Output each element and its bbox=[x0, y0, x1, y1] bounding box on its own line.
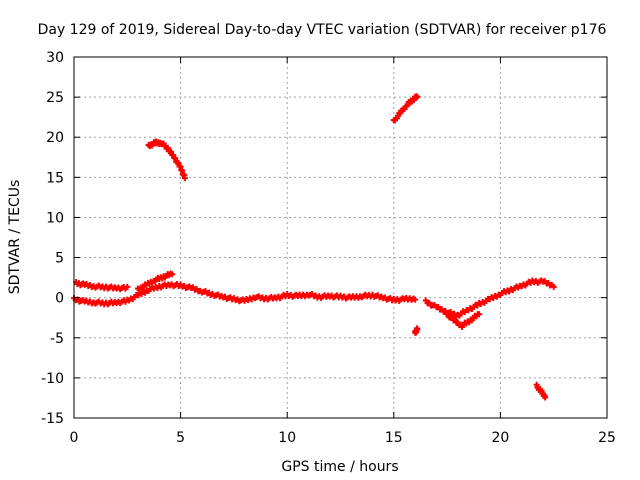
y-axis-label: SDTVAR / TECUs bbox=[7, 180, 23, 295]
x-tick-label: 20 bbox=[491, 430, 509, 446]
series-rise-near-4h bbox=[134, 270, 176, 293]
y-tick-label: -10 bbox=[41, 371, 64, 387]
series-arc-near-4h bbox=[145, 138, 188, 182]
chart-title: Day 129 of 2019, Sidereal Day-to-day VTE… bbox=[38, 22, 607, 38]
data-point bbox=[164, 144, 171, 151]
y-tick-label: 25 bbox=[46, 90, 64, 106]
y-tick-label: 15 bbox=[46, 170, 64, 186]
data-point bbox=[412, 296, 419, 303]
grid-layer bbox=[74, 57, 607, 418]
plot-frame bbox=[73, 56, 608, 419]
y-tick-label: 10 bbox=[46, 210, 64, 226]
data-point bbox=[124, 283, 131, 290]
series-main-band bbox=[71, 281, 419, 308]
data-point bbox=[172, 155, 179, 162]
y-tick-label: -15 bbox=[41, 411, 64, 427]
data-point bbox=[414, 325, 421, 332]
y-tick-label: 0 bbox=[55, 291, 64, 307]
x-tick-label: 0 bbox=[70, 430, 79, 446]
data-point bbox=[169, 271, 176, 278]
y-tick-label: 5 bbox=[55, 251, 64, 267]
series-upper-band-early bbox=[73, 279, 131, 293]
y-tick-label: 30 bbox=[46, 50, 64, 66]
x-tick-label: 5 bbox=[176, 430, 185, 446]
y-tick-label: -5 bbox=[50, 331, 64, 347]
data-point bbox=[550, 283, 557, 290]
data-point bbox=[542, 394, 549, 401]
data-point bbox=[414, 93, 421, 100]
y-tick-label: 20 bbox=[46, 130, 64, 146]
x-axis-label: GPS time / hours bbox=[281, 459, 398, 475]
data-point bbox=[175, 160, 182, 167]
data-point bbox=[476, 311, 483, 318]
data-point bbox=[181, 175, 188, 182]
series-late-band bbox=[422, 277, 557, 319]
x-tick-label: 15 bbox=[385, 430, 403, 446]
data-point bbox=[441, 307, 448, 314]
series-segment-near-22h bbox=[533, 381, 549, 401]
series-segment-near-16h bbox=[412, 325, 421, 336]
x-tick-label: 25 bbox=[598, 430, 616, 446]
data-point bbox=[168, 148, 175, 155]
series-late-dip bbox=[441, 307, 483, 330]
x-tick-label: 10 bbox=[278, 430, 296, 446]
data-point bbox=[444, 311, 451, 318]
data-layer bbox=[71, 93, 557, 401]
series-arc-near-15h bbox=[390, 93, 421, 124]
tick-layer: 0 5 10 15 20 25 -15 -10 -5 0 5 10 15 20 25 30 bbox=[41, 50, 616, 446]
